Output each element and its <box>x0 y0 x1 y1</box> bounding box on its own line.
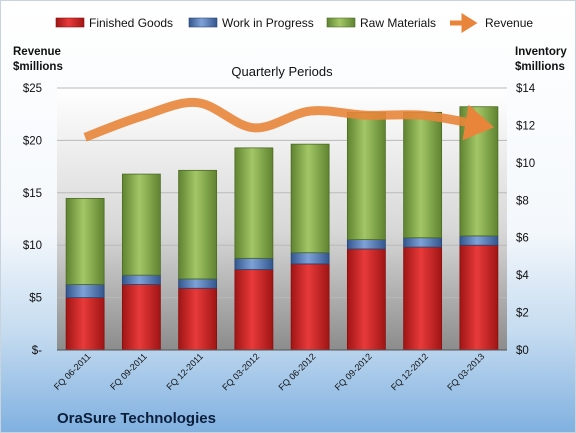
legend-item-raw-materials: Raw Materials <box>326 16 436 30</box>
x-tick-label: FQ 12-2011 <box>164 351 205 392</box>
bar-work-in-progress <box>234 257 274 270</box>
legend-item-revenue: Revenue <box>450 13 533 33</box>
left-tick-label: $5 <box>29 293 42 305</box>
revenue-line-group <box>83 97 494 142</box>
left-axis-ticks: $- $5 $10 $15 $20 $25 <box>23 83 42 357</box>
x-axis-ticks: FQ 06-2011 FQ 09-2011 FQ 12-2011 FQ 03-2012… <box>52 351 486 392</box>
bar-finished-goods <box>65 297 105 351</box>
legend-item-finished-goods: Finished Goods <box>55 16 173 30</box>
right-tick-label: $2 <box>516 308 529 320</box>
bar-work-in-progress <box>178 278 218 289</box>
x-tick-label: FQ 03-2013 <box>445 351 486 392</box>
legend: Finished Goods Work in Progress Raw Mate… <box>55 13 533 33</box>
bar-raw-materials <box>121 173 161 276</box>
bar-work-in-progress <box>346 239 386 250</box>
legend-swatch-raw-materials <box>326 17 356 28</box>
legend-swatch-work-in-progress <box>188 17 218 28</box>
bar-finished-goods <box>403 246 443 351</box>
left-tick-label: $15 <box>23 188 42 200</box>
right-tick-label: $12 <box>516 120 535 132</box>
left-axis-title-line2: $millions <box>13 61 63 73</box>
bar-raw-materials <box>403 111 443 239</box>
right-tick-label: $14 <box>516 83 536 95</box>
bar-finished-goods <box>178 287 218 351</box>
left-tick-label: $- <box>32 345 42 357</box>
legend-label-raw-materials: Raw Materials <box>360 16 436 30</box>
legend-label-work-in-progress: Work in Progress <box>222 16 314 30</box>
bar-work-in-progress <box>65 284 105 299</box>
bar-work-in-progress <box>121 274 161 285</box>
left-tick-label: $20 <box>23 135 42 147</box>
bar-raw-materials <box>65 198 105 285</box>
x-tick-label: FQ 03-2012 <box>220 351 261 392</box>
bar-series-group <box>65 106 499 351</box>
right-axis-title-line2: $millions <box>515 61 565 73</box>
right-tick-label: $0 <box>516 345 529 357</box>
x-tick-label: FQ 09-2011 <box>108 351 149 392</box>
right-tick-label: $10 <box>516 158 535 170</box>
bar-raw-materials <box>290 143 330 254</box>
bar-raw-materials <box>346 111 386 240</box>
chart-subtitle: Quarterly Periods <box>231 64 333 79</box>
left-tick-label: $25 <box>23 83 42 95</box>
bar-work-in-progress <box>459 235 499 246</box>
left-tick-label: $10 <box>23 240 42 252</box>
legend-label-finished-goods: Finished Goods <box>89 16 173 30</box>
legend-swatch-finished-goods <box>55 17 85 28</box>
bar-finished-goods <box>459 244 499 351</box>
right-tick-label: $4 <box>516 270 529 282</box>
x-tick-label: FQ 06-2012 <box>277 351 318 392</box>
legend-label-revenue: Revenue <box>485 16 533 30</box>
bar-finished-goods <box>290 263 330 351</box>
bar-finished-goods <box>346 248 386 351</box>
x-tick-label: FQ 06-2011 <box>52 351 93 392</box>
bar-finished-goods <box>121 284 161 351</box>
bar-work-in-progress <box>403 237 443 248</box>
company-name: OraSure Technologies <box>57 410 216 427</box>
right-axis-title-line1: Inventory <box>515 46 567 58</box>
right-axis-ticks: $0 $2 $4 $6 $8 $10 $12 $14 <box>516 83 536 357</box>
revenue-line <box>83 97 494 142</box>
left-axis-title-line1: Revenue <box>13 46 61 58</box>
right-tick-label: $6 <box>516 233 529 245</box>
right-tick-label: $8 <box>516 195 529 207</box>
x-tick-label: FQ 09-2012 <box>333 351 374 392</box>
legend-item-work-in-progress: Work in Progress <box>188 16 314 30</box>
bar-raw-materials <box>234 147 274 259</box>
bar-work-in-progress <box>290 252 330 265</box>
bar-raw-materials <box>178 169 218 280</box>
bar-finished-goods <box>234 269 274 351</box>
x-tick-label: FQ 12-2012 <box>389 351 430 392</box>
